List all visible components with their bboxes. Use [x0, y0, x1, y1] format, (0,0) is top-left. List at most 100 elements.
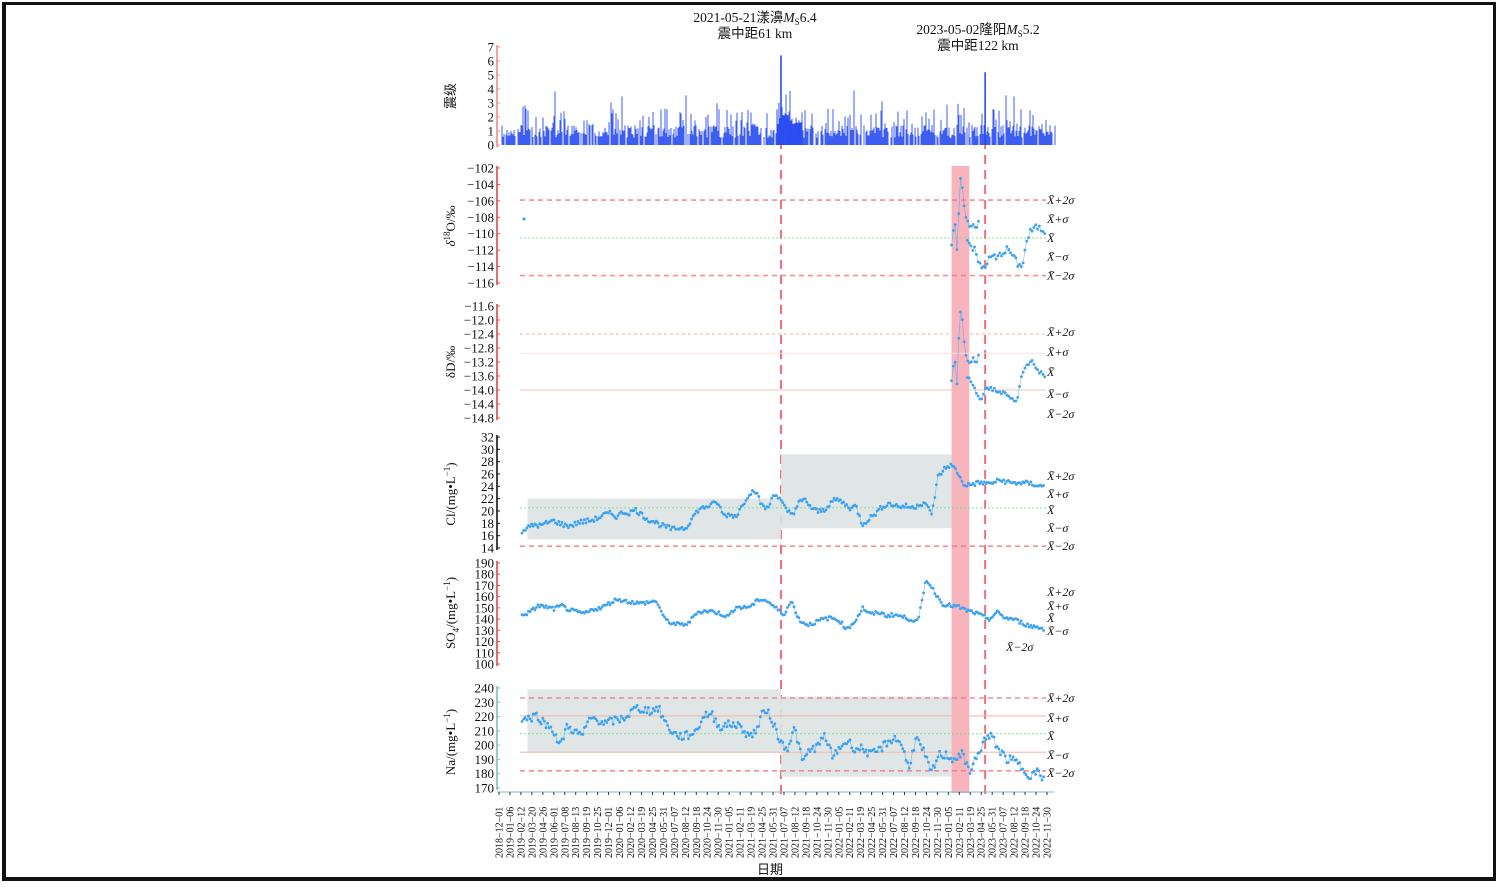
- data-point: [773, 722, 777, 726]
- data-point: [933, 592, 937, 596]
- x-tick-label: 2022−04−25: [867, 807, 878, 858]
- y-axis-label-d18O: δ18O/‰: [442, 205, 458, 246]
- data-point: [543, 719, 546, 723]
- y-tick-label: 18: [481, 516, 494, 531]
- data-point: [975, 225, 979, 229]
- y-tick-label: 1: [488, 124, 495, 139]
- data-point: [797, 616, 801, 620]
- data-point: [965, 484, 969, 488]
- data-point: [893, 734, 897, 738]
- data-point: [546, 721, 549, 725]
- data-point: [541, 716, 545, 720]
- data-point: [959, 176, 962, 180]
- data-point: [627, 513, 631, 517]
- series-connector: [934, 484, 937, 498]
- y-tick-label: 130: [475, 623, 495, 638]
- stat-label: X̄: [1046, 231, 1055, 245]
- series-connector: [1017, 386, 1020, 398]
- data-point: [939, 600, 943, 604]
- y-tick-label: 3: [488, 96, 495, 111]
- y-tick-label: 24: [481, 479, 495, 494]
- data-point: [752, 728, 756, 732]
- reference-band-2: [780, 696, 952, 777]
- data-point: [643, 603, 647, 606]
- data-point: [858, 514, 861, 518]
- x-tick-label: 2023−03−19: [966, 807, 977, 858]
- y-tick-label: 140: [475, 612, 495, 627]
- x-tick-label: 2023−05−31: [988, 807, 999, 858]
- data-point: [579, 518, 583, 522]
- data-point: [955, 382, 959, 386]
- data-point: [997, 747, 1001, 751]
- series-connector: [712, 711, 715, 722]
- data-point: [989, 731, 993, 735]
- y-tick-label: 180: [475, 567, 495, 582]
- data-point: [959, 310, 962, 314]
- data-point: [938, 749, 941, 753]
- stat-label: X̄−2σ: [1046, 269, 1075, 283]
- stat-label: X̄−σ: [1046, 748, 1069, 762]
- series-connector: [923, 747, 926, 757]
- data-point: [829, 746, 833, 750]
- series-connector: [951, 230, 954, 246]
- data-point: [827, 505, 831, 508]
- y-axis-label-Na: Na/(mg•L−1): [442, 709, 458, 775]
- data-point: [973, 484, 977, 488]
- data-point: [953, 360, 957, 364]
- series-connector: [1022, 250, 1026, 263]
- data-point: [799, 747, 802, 751]
- x-tick-label: 2018−12−01: [495, 807, 506, 858]
- stat-label: X̄+2σ: [1046, 691, 1075, 705]
- data-point: [651, 707, 655, 710]
- x-tick-label: 2022−10−24: [922, 807, 933, 858]
- data-point: [917, 738, 921, 742]
- data-point: [971, 356, 975, 359]
- x-tick-label: 2019−01−06: [505, 807, 516, 858]
- y-tick-label: −104: [467, 177, 494, 192]
- data-point: [727, 719, 730, 723]
- series-connector: [963, 205, 967, 218]
- data-point: [906, 761, 909, 764]
- data-point: [667, 524, 671, 528]
- y-tick-label: 16: [481, 528, 495, 543]
- stat-label: X̄−2σ: [1046, 407, 1075, 421]
- y-tick-label: 210: [475, 723, 495, 738]
- data-point: [645, 711, 649, 715]
- data-point: [994, 257, 998, 261]
- data-point: [795, 505, 799, 509]
- series-connector: [931, 505, 934, 515]
- data-point: [951, 229, 955, 232]
- x-tick-label: 2020−08−12: [681, 807, 692, 858]
- data-point: [573, 520, 577, 524]
- data-point: [949, 756, 953, 760]
- x-tick-label: 2021−04−25: [758, 807, 769, 858]
- series-connector: [956, 213, 960, 250]
- data-point: [631, 599, 634, 603]
- data-point: [679, 731, 682, 735]
- y-tick-label: −12.0: [464, 313, 494, 328]
- series-connector: [768, 709, 771, 719]
- data-point: [781, 501, 785, 504]
- y-tick-label: −114: [468, 259, 495, 274]
- data-point: [792, 605, 796, 609]
- x-tick-label: 2021−08−12: [790, 807, 801, 858]
- data-point: [1023, 248, 1027, 252]
- data-point: [883, 739, 887, 743]
- data-point: [571, 731, 575, 735]
- series-connector: [960, 178, 963, 188]
- data-point: [964, 353, 968, 357]
- x-tick-label: 2022−08−12: [1010, 807, 1021, 858]
- series-connector: [963, 754, 966, 764]
- data-point: [635, 703, 639, 707]
- data-point: [963, 607, 967, 610]
- y-tick-label: −110: [468, 226, 494, 241]
- data-point: [565, 722, 569, 726]
- data-point: [834, 748, 837, 752]
- series-connector: [918, 607, 921, 618]
- data-point: [919, 742, 922, 746]
- data-point: [637, 513, 641, 517]
- x-tick-label: 2020−11−30: [714, 807, 725, 858]
- y-tick-label: −14.0: [464, 383, 494, 398]
- stat-label: X̄−2σ: [1046, 539, 1075, 553]
